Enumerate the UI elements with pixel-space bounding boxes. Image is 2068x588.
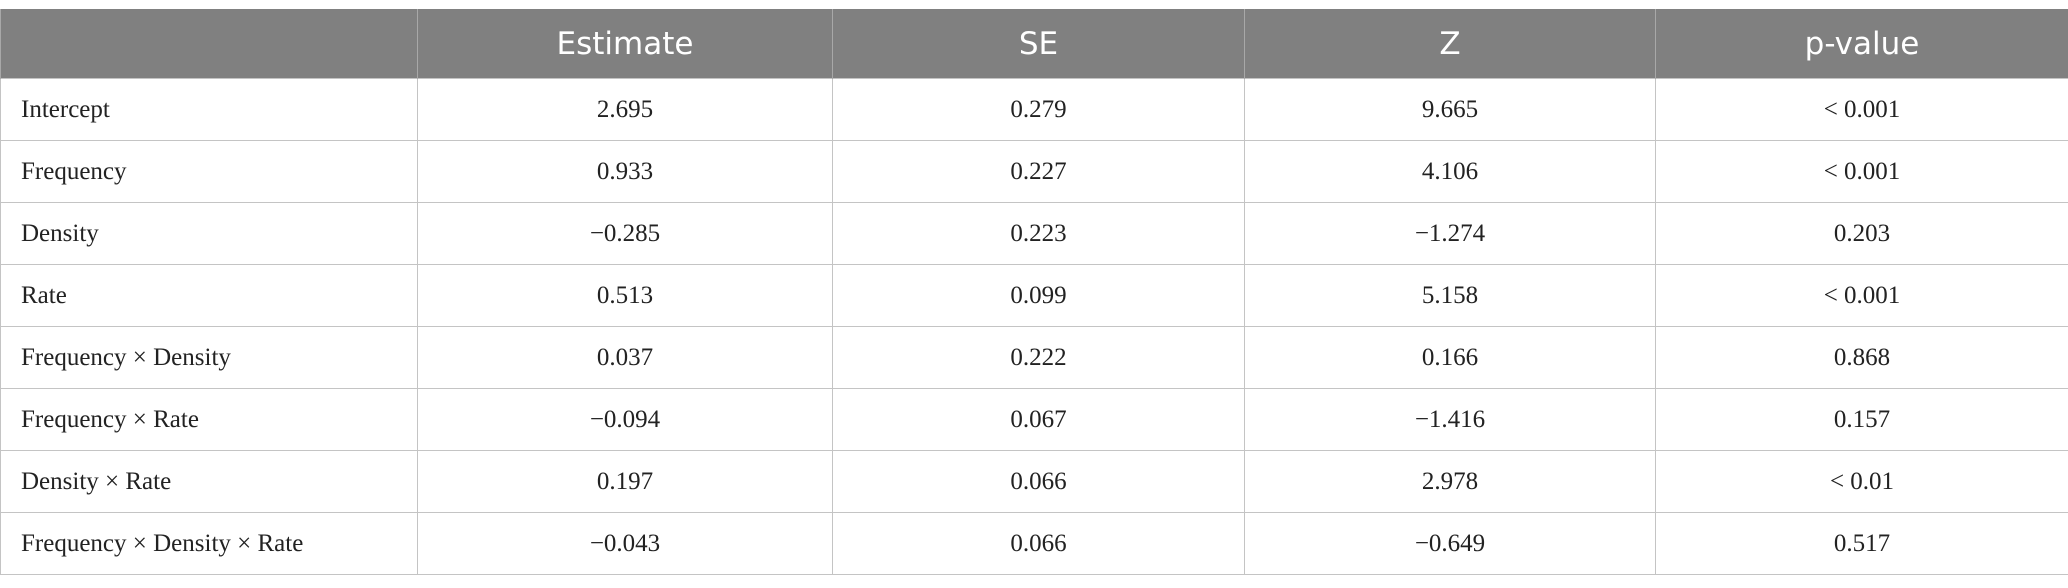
table-row: Density × Rate 0.197 0.066 2.978 < 0.01 <box>0 450 2068 513</box>
cell: −0.094 <box>417 388 833 451</box>
table-row: Frequency × Density 0.037 0.222 0.166 0.868 <box>0 326 2068 389</box>
table-body: Intercept 2.695 0.279 9.665 < 0.001 Frequency… <box>0 78 2068 575</box>
cell: 2.978 <box>1244 450 1656 513</box>
cell: 4.106 <box>1244 140 1656 203</box>
cell: 0.517 <box>1655 512 2068 575</box>
row-label: Density <box>0 202 418 265</box>
cell: 0.227 <box>832 140 1245 203</box>
header-cell: p-value <box>1655 9 2068 79</box>
row-label: Rate <box>0 264 418 327</box>
table-row: Rate 0.513 0.099 5.158 < 0.001 <box>0 264 2068 327</box>
cell: 0.037 <box>417 326 833 389</box>
cell: 0.933 <box>417 140 833 203</box>
table-row: Intercept 2.695 0.279 9.665 < 0.001 <box>0 78 2068 141</box>
table-row: Density −0.285 0.223 −1.274 0.203 <box>0 202 2068 265</box>
cell: < 0.001 <box>1655 78 2068 141</box>
cell: 0.868 <box>1655 326 2068 389</box>
cell: < 0.001 <box>1655 140 2068 203</box>
cell: −0.649 <box>1244 512 1656 575</box>
cell: 9.665 <box>1244 78 1656 141</box>
cell: < 0.001 <box>1655 264 2068 327</box>
header-cell-blank <box>0 9 418 79</box>
cell: 0.099 <box>832 264 1245 327</box>
row-label: Frequency <box>0 140 418 203</box>
cell: 0.279 <box>832 78 1245 141</box>
header-cell: Z <box>1244 9 1656 79</box>
row-label: Density × Rate <box>0 450 418 513</box>
cell: < 0.01 <box>1655 450 2068 513</box>
row-label: Frequency × Density <box>0 326 418 389</box>
cell: −0.043 <box>417 512 833 575</box>
table-row: Frequency × Density × Rate −0.043 0.066 −0.… <box>0 512 2068 575</box>
cell: 0.222 <box>832 326 1245 389</box>
row-label: Frequency × Rate <box>0 388 418 451</box>
header-cell: SE <box>832 9 1245 79</box>
table-row: Frequency 0.933 0.227 4.106 < 0.001 <box>0 140 2068 203</box>
cell: 5.158 <box>1244 264 1656 327</box>
cell: 0.203 <box>1655 202 2068 265</box>
cell: 0.197 <box>417 450 833 513</box>
cell: 0.066 <box>832 450 1245 513</box>
row-label: Intercept <box>0 78 418 141</box>
cell: −1.416 <box>1244 388 1656 451</box>
cell: −0.285 <box>417 202 833 265</box>
cell: 0.066 <box>832 512 1245 575</box>
header-cell: Estimate <box>417 9 833 79</box>
cell: 2.695 <box>417 78 833 141</box>
cell: −1.274 <box>1244 202 1656 265</box>
cell: 0.166 <box>1244 326 1656 389</box>
cell: 0.223 <box>832 202 1245 265</box>
row-label: Frequency × Density × Rate <box>0 512 418 575</box>
cell: 0.513 <box>417 264 833 327</box>
cell: 0.067 <box>832 388 1245 451</box>
cell: 0.157 <box>1655 388 2068 451</box>
table-row: Frequency × Rate −0.094 0.067 −1.416 0.157 <box>0 388 2068 451</box>
